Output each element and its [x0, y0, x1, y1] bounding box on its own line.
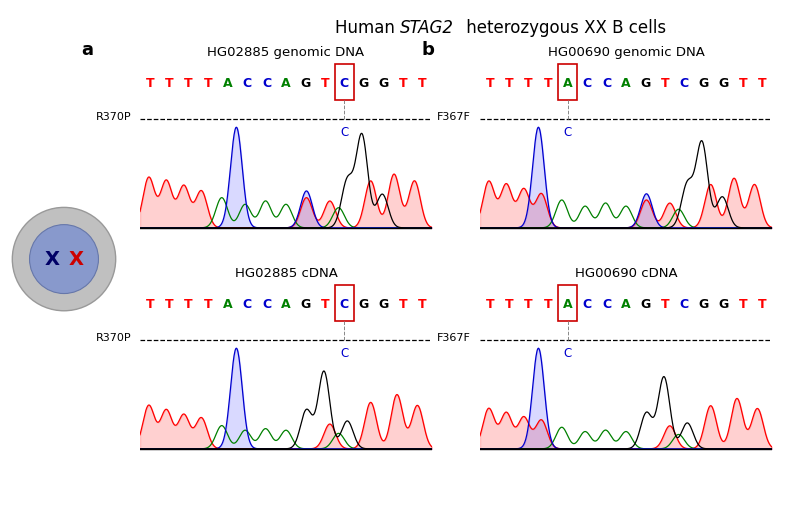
Text: X: X: [45, 249, 59, 269]
Text: T: T: [661, 77, 670, 90]
Text: T: T: [204, 298, 213, 311]
Text: T: T: [505, 77, 514, 90]
Text: G: G: [300, 298, 310, 311]
Text: G: G: [718, 298, 729, 311]
Text: C: C: [563, 346, 572, 360]
Text: b: b: [422, 41, 434, 58]
Text: C: C: [340, 346, 349, 360]
Text: heterozygous XX B cells: heterozygous XX B cells: [461, 19, 666, 37]
Text: HG00690 cDNA: HG00690 cDNA: [574, 267, 678, 279]
Text: C: C: [602, 77, 611, 90]
Text: A: A: [562, 298, 573, 311]
Text: T: T: [184, 77, 193, 90]
Text: G: G: [698, 77, 709, 90]
Text: C: C: [680, 77, 689, 90]
Text: C: C: [242, 77, 252, 90]
Text: T: T: [738, 298, 747, 311]
Text: HG00690 genomic DNA: HG00690 genomic DNA: [547, 46, 705, 58]
Bar: [558, 285, 578, 321]
Text: A: A: [621, 298, 631, 311]
Text: T: T: [524, 298, 533, 311]
Text: A: A: [621, 77, 631, 90]
Text: A: A: [281, 298, 291, 311]
Text: T: T: [398, 77, 407, 90]
Ellipse shape: [30, 225, 98, 294]
Text: G: G: [718, 77, 729, 90]
Text: G: G: [698, 298, 709, 311]
Ellipse shape: [12, 207, 116, 311]
Text: T: T: [524, 77, 533, 90]
Text: C: C: [340, 125, 349, 139]
Text: T: T: [758, 77, 766, 90]
Text: G: G: [358, 298, 369, 311]
Bar: [334, 65, 354, 100]
Text: C: C: [262, 77, 271, 90]
Bar: [334, 285, 354, 321]
Text: T: T: [398, 298, 407, 311]
Text: A: A: [281, 77, 291, 90]
Text: A: A: [222, 77, 233, 90]
Text: STAG2: STAG2: [400, 19, 454, 37]
Text: R370P: R370P: [96, 333, 131, 343]
Text: T: T: [661, 298, 670, 311]
Text: G: G: [378, 298, 389, 311]
Text: X: X: [69, 249, 83, 269]
Text: HG02885 cDNA: HG02885 cDNA: [234, 267, 338, 279]
Text: G: G: [640, 298, 650, 311]
Text: G: G: [378, 77, 389, 90]
Text: T: T: [486, 298, 494, 311]
Text: T: T: [146, 77, 154, 90]
Text: C: C: [680, 298, 689, 311]
Text: Human: Human: [335, 19, 400, 37]
Text: T: T: [184, 298, 193, 311]
Text: T: T: [204, 77, 213, 90]
Text: G: G: [358, 77, 369, 90]
Text: T: T: [418, 77, 426, 90]
Text: T: T: [418, 298, 426, 311]
Text: T: T: [758, 298, 766, 311]
Text: C: C: [242, 298, 252, 311]
Text: F367F: F367F: [438, 112, 471, 122]
Text: C: C: [563, 125, 572, 139]
Text: T: T: [321, 77, 330, 90]
Bar: [558, 65, 578, 100]
Text: F367F: F367F: [438, 333, 471, 343]
Text: C: C: [340, 77, 349, 90]
Text: T: T: [486, 77, 494, 90]
Text: C: C: [602, 298, 611, 311]
Text: G: G: [640, 77, 650, 90]
Text: T: T: [738, 77, 747, 90]
Text: A: A: [222, 298, 233, 311]
Text: HG02885 genomic DNA: HG02885 genomic DNA: [207, 46, 365, 58]
Text: a: a: [82, 41, 94, 58]
Text: T: T: [146, 298, 154, 311]
Text: C: C: [582, 77, 592, 90]
Text: C: C: [340, 298, 349, 311]
Text: T: T: [165, 298, 174, 311]
Text: A: A: [562, 77, 573, 90]
Text: T: T: [544, 77, 553, 90]
Text: G: G: [300, 77, 310, 90]
Text: C: C: [582, 298, 592, 311]
Text: T: T: [165, 77, 174, 90]
Text: T: T: [505, 298, 514, 311]
Text: T: T: [544, 298, 553, 311]
Text: C: C: [262, 298, 271, 311]
Text: T: T: [321, 298, 330, 311]
Text: R370P: R370P: [96, 112, 131, 122]
